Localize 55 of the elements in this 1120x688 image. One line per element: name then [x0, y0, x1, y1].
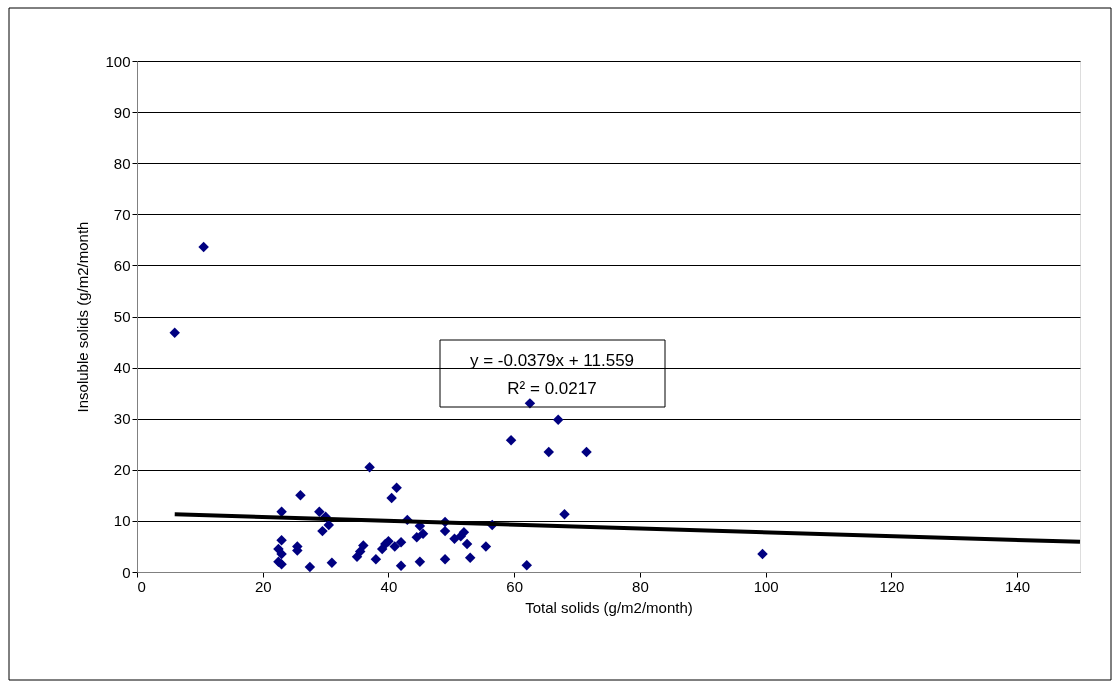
point — [304, 561, 316, 573]
point — [521, 560, 533, 571]
point — [543, 446, 555, 458]
annotation: R² = 0.0217 — [507, 379, 597, 398]
y-tick-label: 0 — [122, 563, 131, 581]
point — [505, 434, 517, 446]
point — [411, 532, 422, 543]
y-tick-label: 100 — [105, 52, 131, 70]
y-tick-label: 60 — [113, 256, 131, 274]
point — [480, 541, 492, 552]
point — [439, 525, 451, 537]
point — [370, 553, 382, 565]
x-tick-label: 100 — [753, 577, 779, 595]
point — [358, 540, 369, 551]
y-tick-label: 10 — [113, 512, 131, 530]
x-tick-label: 140 — [1005, 577, 1031, 595]
point — [395, 537, 407, 548]
x-tick-label: 40 — [380, 577, 398, 595]
y-tick-label: 80 — [113, 154, 131, 172]
point — [581, 446, 592, 458]
y-tick-label: 30 — [113, 410, 131, 428]
point — [386, 492, 397, 504]
point — [314, 506, 325, 517]
point — [552, 414, 564, 425]
point — [389, 541, 400, 552]
x-tick-label: 120 — [879, 577, 905, 595]
point — [439, 553, 451, 565]
point — [417, 528, 429, 539]
point — [326, 557, 338, 569]
point — [276, 506, 287, 517]
point — [395, 560, 407, 572]
point — [364, 462, 375, 473]
y-tick-label: 40 — [113, 359, 131, 377]
point — [391, 482, 402, 493]
x-tick-label: 80 — [632, 577, 649, 595]
point — [295, 490, 306, 501]
point — [414, 556, 426, 568]
x-tick-label: 0 — [137, 577, 146, 595]
y-tick-label: 70 — [113, 205, 131, 223]
point — [464, 552, 476, 563]
point — [169, 327, 180, 339]
point — [276, 535, 287, 546]
point — [458, 526, 470, 538]
point — [317, 525, 328, 537]
y-tick-label: 90 — [113, 103, 131, 121]
x-axis-title: Total solids (g/m2/month) — [525, 598, 693, 616]
y-tick-label: 50 — [113, 308, 131, 325]
y-axis-title: Insoluble solids (g/m2/month — [74, 221, 92, 413]
point — [198, 241, 209, 253]
point — [757, 548, 768, 560]
x-tick-label: 20 — [254, 577, 272, 595]
x-tick-label: 60 — [506, 577, 524, 595]
point — [559, 509, 570, 520]
point — [461, 538, 473, 550]
y-tick-label: 20 — [113, 461, 131, 479]
